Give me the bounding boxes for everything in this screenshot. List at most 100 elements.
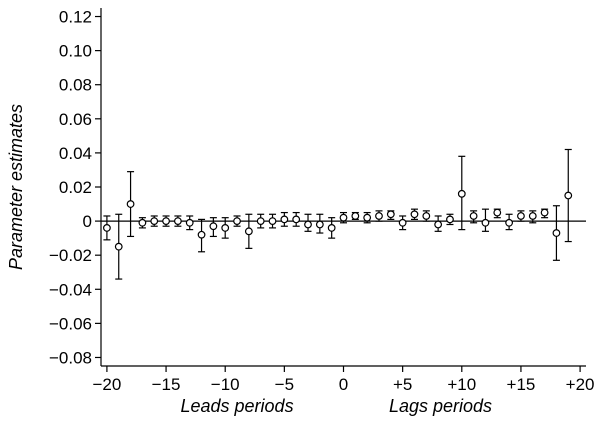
estimate-point <box>126 171 135 238</box>
estimate-point <box>268 213 277 229</box>
y-axis-title: Parameter estimates <box>6 104 26 270</box>
estimate-point <box>410 208 419 220</box>
estimate-marker <box>162 217 170 225</box>
estimate-point <box>162 215 170 227</box>
estimate-marker <box>540 208 549 217</box>
estimate-marker <box>173 217 182 225</box>
x-tick-label: −20 <box>92 375 121 394</box>
estimate-marker <box>197 230 206 239</box>
x-axis-title-lags: Lags periods <box>389 396 492 416</box>
estimate-marker <box>233 217 241 225</box>
estimate-point <box>422 210 431 222</box>
estimate-point <box>552 205 561 261</box>
y-tick-label: −0.08 <box>49 348 92 367</box>
estimate-point <box>505 213 514 231</box>
x-axis-title-leads: Leads periods <box>180 396 293 416</box>
x-tick-label: +20 <box>566 375 595 394</box>
x-axis-titles: Leads periods Lags periods <box>180 396 492 416</box>
estimate-point <box>150 215 159 227</box>
estimate-point <box>173 215 182 227</box>
estimate-point <box>457 155 466 231</box>
estimate-marker <box>103 224 111 232</box>
estimate-marker <box>493 208 502 217</box>
estimate-marker <box>552 229 561 237</box>
y-tick-label: 0.02 <box>59 178 92 197</box>
estimate-marker <box>410 210 419 219</box>
estimate-marker <box>126 200 135 208</box>
estimate-point <box>197 218 206 253</box>
estimate-point <box>493 208 502 219</box>
y-axis-title-group: Parameter estimates <box>6 104 26 270</box>
estimate-marker <box>564 191 573 200</box>
y-tick-label: 0.08 <box>59 76 92 95</box>
estimate-point <box>446 213 454 226</box>
estimate-point <box>280 211 289 227</box>
estimate-marker <box>386 210 395 219</box>
estimate-point <box>351 211 360 220</box>
y-tick-label: 0.10 <box>59 42 92 61</box>
estimate-marker <box>339 213 348 222</box>
estimate-marker <box>114 242 123 251</box>
estimate-marker <box>505 218 514 227</box>
estimate-marker <box>185 218 194 227</box>
y-tick-label: −0.02 <box>49 246 92 265</box>
estimate-marker <box>327 224 336 232</box>
estimate-marker <box>446 215 454 224</box>
estimate-marker <box>469 212 478 220</box>
estimate-marker <box>138 218 147 227</box>
estimate-marker <box>434 220 443 229</box>
estimate-point <box>304 213 312 232</box>
estimate-series <box>103 148 573 280</box>
estimate-marker <box>422 212 431 220</box>
estimate-marker <box>292 215 301 224</box>
x-tick-label: 0 <box>339 375 348 394</box>
estimate-marker <box>209 222 218 231</box>
estimate-marker <box>398 218 407 227</box>
estimate-marker <box>481 218 490 227</box>
estimate-point <box>564 148 573 243</box>
estimate-point <box>363 211 372 224</box>
y-axis-ticks: 0.12 0.10 0.08 0.06 0.04 0.02 0 −0.02 −0.04 −0.06… <box>49 8 101 367</box>
estimate-marker <box>256 217 265 225</box>
y-tick-label: 0.04 <box>59 144 92 163</box>
estimate-marker <box>268 217 277 225</box>
estimate-point <box>386 210 395 220</box>
estimate-marker <box>528 212 537 220</box>
estimate-point <box>233 215 241 227</box>
estimate-point <box>103 215 111 241</box>
estimate-marker <box>150 217 159 225</box>
estimate-point <box>528 210 537 224</box>
estimate-marker <box>280 215 289 224</box>
estimate-marker <box>221 224 230 232</box>
estimate-point <box>469 210 478 224</box>
estimate-marker <box>363 213 372 222</box>
axes <box>100 8 586 367</box>
x-tick-label: −10 <box>211 375 240 394</box>
y-tick-label: −0.06 <box>49 314 92 333</box>
estimate-point <box>434 215 443 232</box>
estimate-point <box>540 208 549 219</box>
estimate-point <box>315 213 324 234</box>
x-tick-label: +10 <box>447 375 476 394</box>
y-tick-label: 0.12 <box>59 8 92 27</box>
estimate-point <box>221 217 230 239</box>
estimate-marker <box>315 220 324 229</box>
x-tick-label: +5 <box>393 375 412 394</box>
estimate-point <box>244 213 253 249</box>
estimate-point <box>398 215 407 231</box>
y-tick-label: −0.04 <box>49 280 92 299</box>
estimate-point <box>114 213 123 280</box>
y-tick-label: 0 <box>83 212 92 231</box>
estimate-marker <box>304 220 312 229</box>
x-tick-label: −15 <box>152 375 181 394</box>
x-tick-label: +15 <box>507 375 536 394</box>
estimate-marker <box>244 227 253 236</box>
estimate-marker <box>457 189 466 198</box>
estimate-point <box>138 217 147 229</box>
x-axis-ticks: −20 −15 −10 −5 0 +5 +10 +15 +20 <box>92 366 595 394</box>
estimate-point <box>209 217 218 238</box>
estimate-marker <box>517 212 525 220</box>
estimate-marker <box>375 212 383 220</box>
estimate-point <box>375 210 383 222</box>
